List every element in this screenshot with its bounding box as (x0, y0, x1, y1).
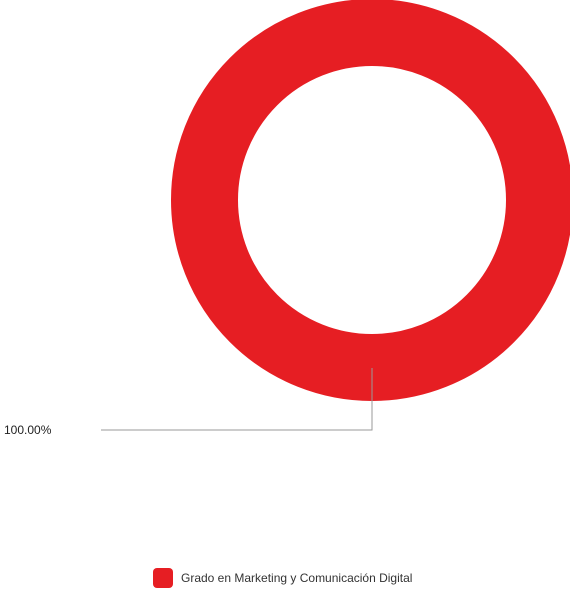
donut-slices (171, 0, 570, 401)
donut-slice-0 (171, 0, 570, 401)
legend-swatch-0 (153, 568, 173, 588)
leader-line-0 (101, 368, 373, 431)
data-labels: 100.00% (4, 368, 373, 437)
legend-label-0: Grado en Marketing y Comunicación Digita… (181, 571, 412, 585)
data-label-0: 100.00% (4, 423, 52, 437)
legend: Grado en Marketing y Comunicación Digita… (153, 568, 412, 588)
